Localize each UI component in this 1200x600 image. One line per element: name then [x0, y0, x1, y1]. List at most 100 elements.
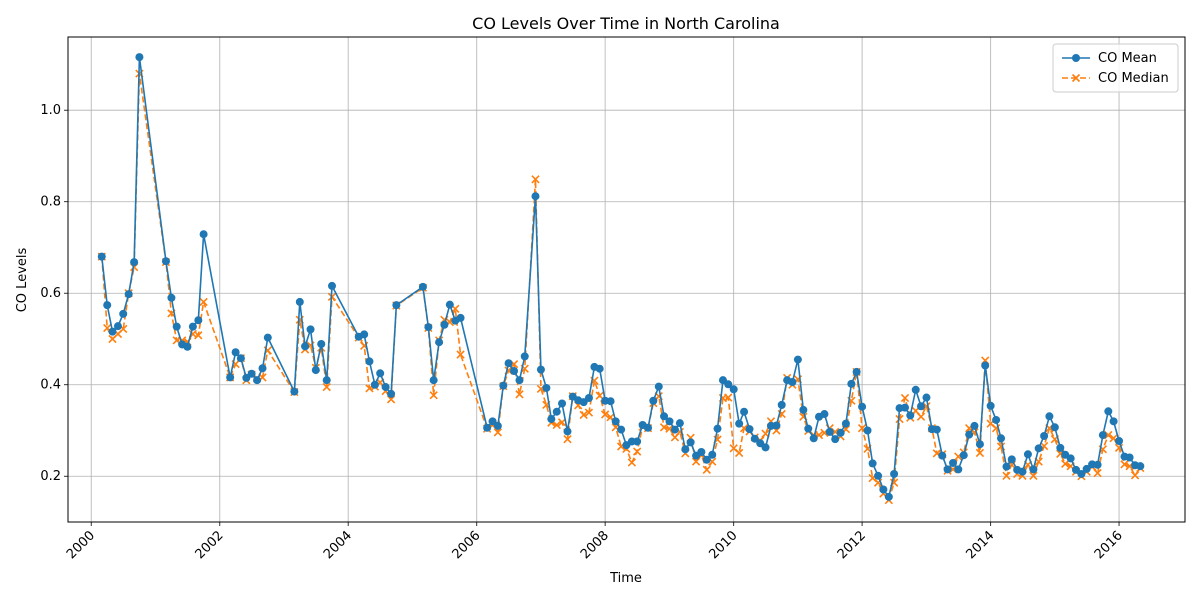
data-point — [510, 367, 519, 376]
data-point — [932, 425, 941, 434]
data-point — [579, 410, 588, 420]
data-point — [874, 471, 883, 480]
data-point — [1018, 467, 1027, 476]
data-point — [493, 421, 502, 430]
data-point — [515, 390, 524, 399]
data-point — [809, 434, 818, 443]
data-point — [542, 383, 551, 392]
data-point — [901, 403, 910, 412]
data-point — [531, 192, 540, 201]
y-tick-label: 0.8 — [40, 195, 61, 210]
data-point — [1093, 460, 1102, 469]
data-point — [515, 376, 524, 385]
data-point — [558, 399, 567, 408]
data-point — [750, 434, 759, 443]
data-point — [906, 411, 915, 420]
data-point — [1104, 407, 1113, 416]
data-point — [713, 424, 722, 433]
data-point — [617, 425, 626, 434]
data-point — [435, 338, 444, 347]
data-point — [552, 407, 561, 416]
data-point — [975, 440, 984, 449]
data-point — [440, 320, 449, 329]
data-point — [900, 393, 910, 403]
series-line — [100, 56, 1141, 498]
data-point — [504, 359, 513, 368]
data-point — [825, 427, 834, 436]
y-tick-label: 1.0 — [40, 103, 61, 118]
data-point — [788, 377, 797, 386]
data-point — [799, 405, 808, 414]
data-point — [445, 300, 454, 309]
data-point — [113, 322, 122, 331]
data-point — [868, 459, 877, 468]
data-point — [584, 408, 594, 417]
data-point — [584, 394, 593, 403]
data-point — [600, 410, 610, 419]
data-point — [922, 393, 931, 402]
legend-label-median: CO Median — [1098, 71, 1169, 86]
series-layer — [97, 53, 1145, 505]
data-point — [563, 435, 572, 444]
data-point — [724, 393, 733, 402]
data-point — [724, 380, 733, 389]
y-axis-title: CO Levels — [15, 248, 30, 313]
data-point — [130, 258, 139, 267]
data-point — [981, 361, 990, 370]
data-point — [997, 434, 1006, 443]
data-point — [301, 342, 310, 351]
data-point — [1136, 462, 1145, 471]
data-point — [499, 381, 508, 390]
data-point — [520, 352, 529, 361]
data-point — [103, 301, 112, 310]
data-point — [258, 364, 267, 373]
data-point — [1066, 454, 1075, 463]
data-point — [360, 330, 369, 339]
data-point — [761, 443, 770, 452]
legend: CO Mean CO Median — [1052, 43, 1179, 93]
data-point — [644, 423, 653, 432]
data-point — [311, 366, 320, 375]
data-point — [183, 342, 192, 351]
data-point — [1077, 469, 1086, 478]
legend-label-mean: CO Mean — [1098, 51, 1157, 66]
data-point — [665, 417, 674, 426]
data-point — [253, 376, 262, 385]
data-point — [493, 428, 503, 437]
data-point — [1007, 455, 1016, 464]
data-point — [226, 373, 235, 382]
data-point — [895, 414, 904, 424]
data-point — [804, 424, 813, 433]
data-point — [1056, 443, 1065, 452]
data-point — [1034, 444, 1043, 453]
data-point — [735, 419, 744, 428]
data-point — [322, 376, 331, 385]
legend-marker-mean — [1072, 54, 1080, 62]
data-point — [916, 412, 926, 421]
data-point — [938, 451, 947, 460]
data-point — [627, 458, 637, 467]
data-point — [295, 297, 304, 306]
data-point — [1045, 412, 1054, 421]
data-point — [992, 415, 1001, 424]
data-point — [418, 282, 427, 291]
data-point — [199, 230, 208, 239]
data-point — [536, 365, 545, 374]
data-point — [884, 492, 893, 501]
data-point — [858, 402, 867, 411]
data-point — [306, 325, 315, 334]
data-point — [745, 425, 754, 434]
data-point — [841, 419, 850, 428]
data-point — [1002, 471, 1011, 480]
data-point — [595, 391, 604, 400]
data-point — [1109, 417, 1118, 426]
data-point — [697, 447, 706, 456]
data-point — [911, 385, 920, 394]
data-point — [986, 401, 995, 410]
data-point — [734, 448, 744, 458]
data-point — [97, 252, 106, 261]
data-point — [863, 426, 872, 435]
data-point — [959, 451, 968, 460]
data-point — [381, 383, 390, 392]
